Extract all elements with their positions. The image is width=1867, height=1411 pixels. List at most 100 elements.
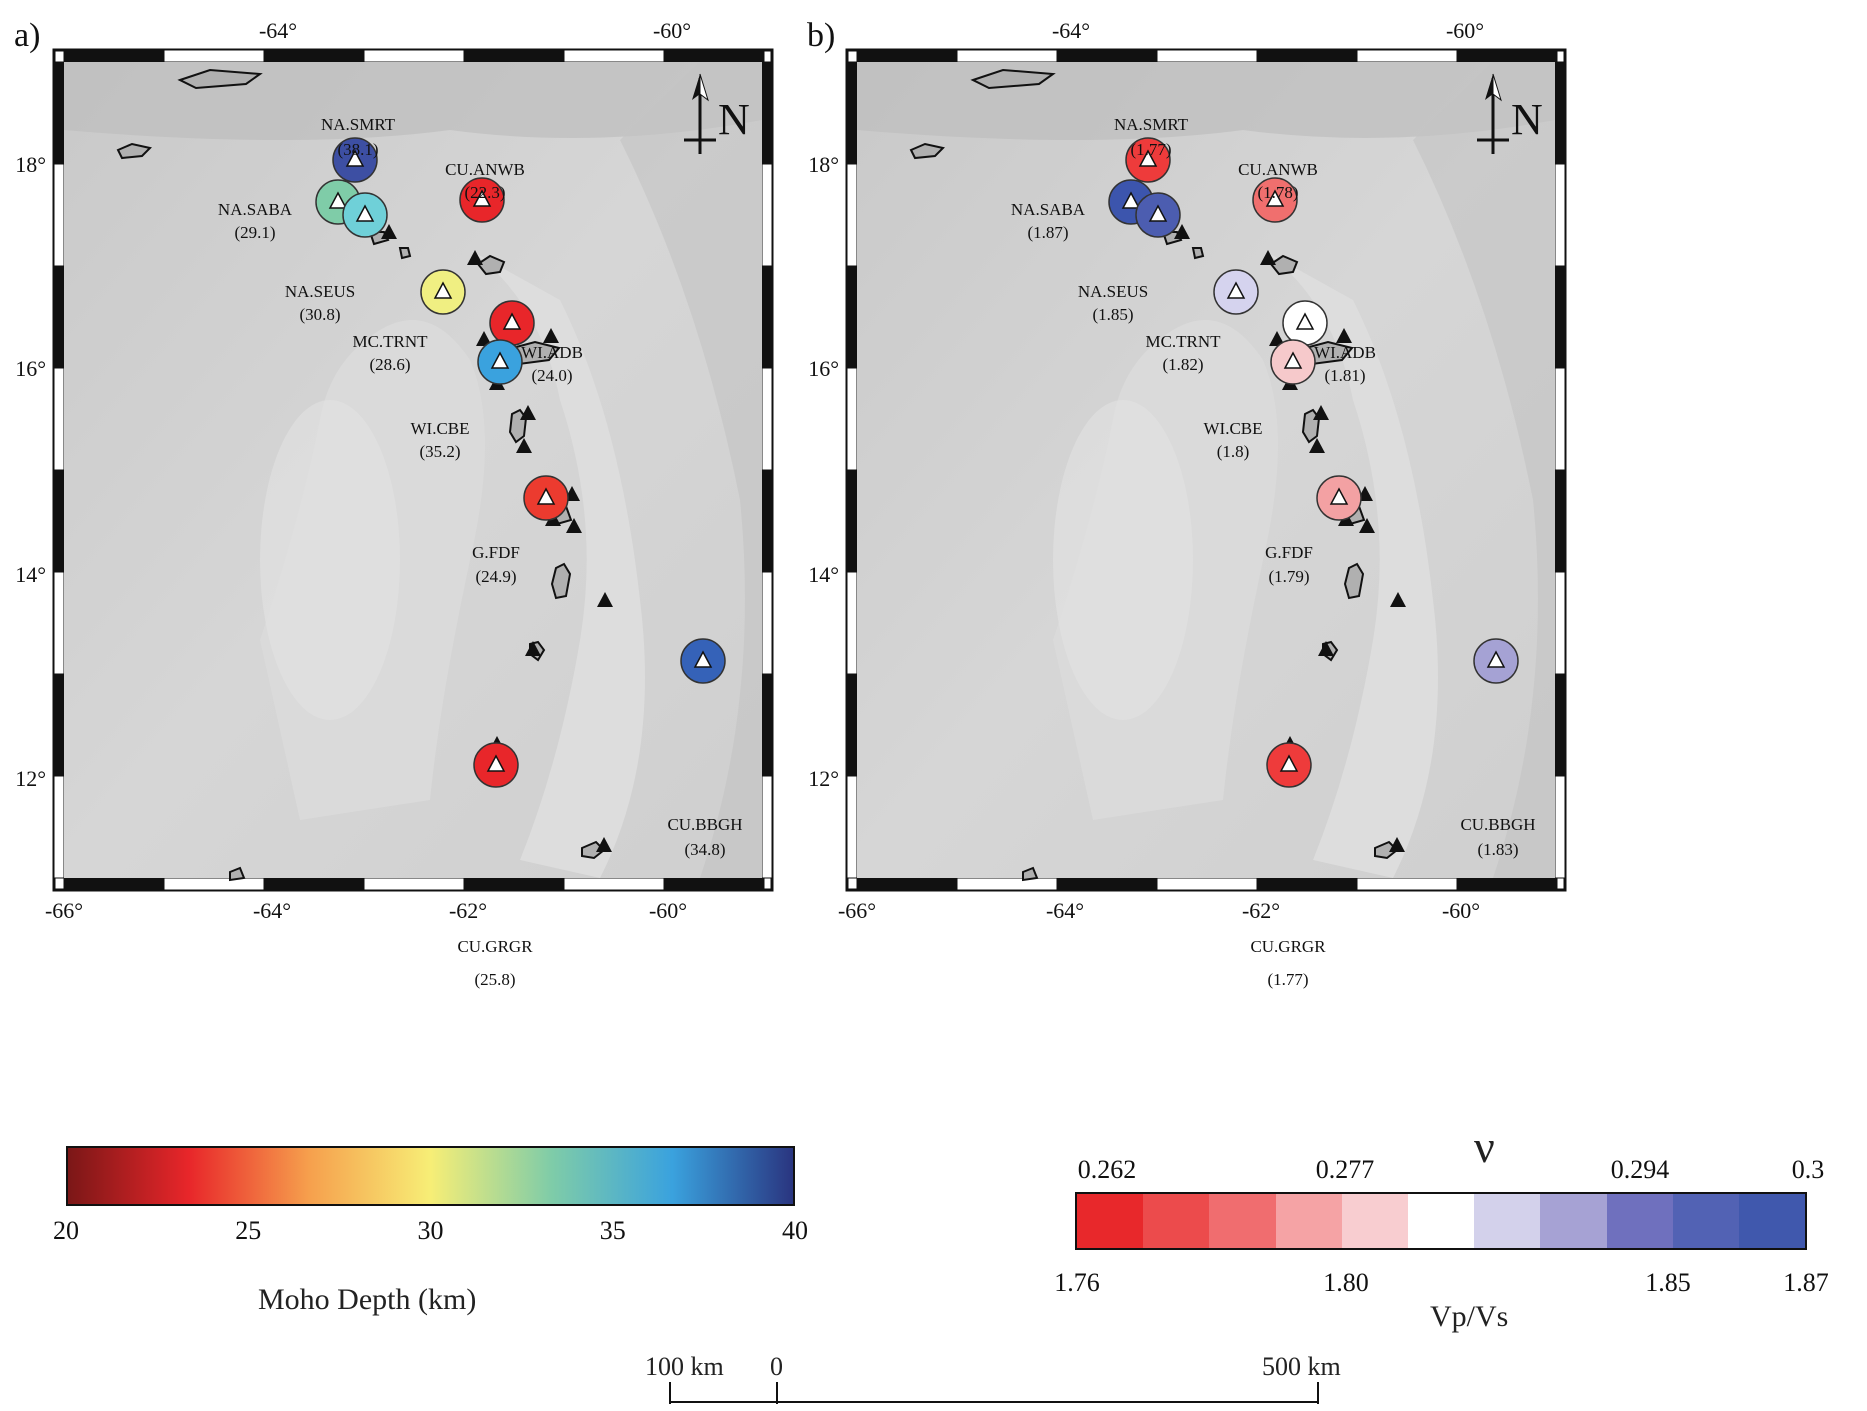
station-name-label: CU.GRGR — [1250, 937, 1326, 956]
vpvs-colorbar-poisson-label: 0.277 — [1315, 1155, 1375, 1184]
station-triangle — [1486, 650, 1506, 668]
moho-colorbar-tick-label: 40 — [782, 1216, 808, 1245]
panel-label: b) — [807, 17, 835, 54]
frame-scale-left — [53, 163, 65, 267]
station-triangle — [502, 312, 522, 330]
station-name-label: NA.SEUS — [285, 282, 355, 301]
north-arrow: N — [684, 73, 750, 154]
station-name-label: WI.CBE — [410, 419, 469, 438]
frame-scale-right — [761, 775, 773, 879]
station-name-label: NA.SEUS — [1078, 282, 1148, 301]
moho-colorbar-tick-label: 25 — [235, 1216, 262, 1245]
station-value-label: (1.87) — [1027, 223, 1068, 242]
left-tick-label: 16° — [808, 356, 839, 381]
vpvs-colorbar-tick-label: 1.80 — [1323, 1268, 1369, 1297]
volcano-marker — [1389, 837, 1405, 852]
panel-a: Na) -64° -60° -66° -64° -62° -60° 18° 16° 14° 12° N… — [14, 17, 774, 989]
vpvs-colorbar-segment — [1275, 1194, 1342, 1248]
frame-scale-top — [1456, 49, 1558, 63]
panel-b: Nb) -64° -60° -66° -64° -62° -60° 18° 16° 14° 12° N… — [807, 17, 1567, 989]
frame-scale-left — [846, 469, 858, 573]
station-name-label: WI.ADB — [521, 343, 583, 362]
frame-scale-left — [846, 775, 858, 879]
station-triangle — [472, 189, 492, 207]
top-tick-label: -64° — [1052, 18, 1090, 43]
frame-scale-right — [761, 469, 773, 573]
frame-scale-right — [761, 673, 773, 777]
volcano-marker — [1260, 250, 1276, 265]
station-triangle — [328, 191, 348, 209]
frame-scale-right — [761, 367, 773, 471]
scale-bar-label-100km: 100 km — [645, 1352, 724, 1381]
frame-scale-right — [1554, 163, 1566, 267]
station-triangle — [1226, 281, 1246, 299]
frame-scale-bottom — [956, 877, 1058, 891]
north-label: N — [718, 95, 750, 144]
left-tick-label: 12° — [15, 766, 46, 791]
station-triangle — [693, 650, 713, 668]
island-outline — [550, 562, 572, 600]
station-value-label: (1.8) — [1217, 442, 1250, 461]
panel-label: a) — [14, 17, 40, 54]
arc-relief — [1263, 250, 1438, 878]
frame-scale-left — [53, 367, 65, 471]
vpvs-colorbar-segment — [1738, 1194, 1806, 1248]
station-name-label: MC.TRNT — [352, 332, 428, 351]
station-triangle — [355, 204, 375, 222]
station-value-label: (1.81) — [1324, 366, 1365, 385]
frame-scale-top — [1056, 49, 1158, 63]
moho-depth-colorbar — [66, 1146, 795, 1206]
bottom-tick-label: -66° — [838, 898, 876, 923]
station-name-label: NA.SMRT — [1114, 115, 1189, 134]
frame-scale-bottom — [63, 877, 165, 891]
volcano-marker — [1269, 331, 1285, 346]
left-tick-label: 18° — [808, 152, 839, 177]
station-triangle — [1329, 487, 1349, 505]
station-value-label: (38.1) — [337, 140, 378, 159]
frame-scale-left — [846, 163, 858, 267]
frame-scale-bottom — [563, 877, 665, 891]
vpvs-colorbar-segment — [1077, 1194, 1144, 1248]
frame-scale-bottom — [1256, 877, 1358, 891]
frame-scale-right — [1554, 265, 1566, 369]
station-value-label: (34.8) — [684, 840, 725, 859]
vpvs-colorbar-segment — [1474, 1194, 1541, 1248]
volcano-marker — [1390, 592, 1406, 607]
volcano-marker — [566, 518, 582, 533]
moho-colorbar-tick-label: 35 — [599, 1216, 626, 1245]
left-tick-label: 16° — [15, 356, 46, 381]
moho-colorbar-tick-label: 20 — [53, 1216, 79, 1245]
station-triangle — [1138, 149, 1158, 167]
bottom-tick-label: -66° — [45, 898, 83, 923]
station-name-label: MC.TRNT — [1145, 332, 1221, 351]
station-triangle — [490, 351, 510, 369]
frame-scale-right — [1554, 469, 1566, 573]
bottom-tick-label: -60° — [649, 898, 687, 923]
volcano-marker — [1318, 641, 1334, 656]
north-label: N — [1511, 95, 1543, 144]
left-tick-label: 18° — [15, 152, 46, 177]
volcano-marker — [1313, 405, 1329, 420]
station-name-label: CU.ANWB — [445, 160, 525, 179]
frame-scale-top — [1356, 49, 1458, 63]
atlantic-relief — [620, 62, 762, 878]
frame-scale-bottom — [856, 877, 958, 891]
station-triangle — [536, 487, 556, 505]
island-outline — [581, 840, 606, 860]
station-triangle — [1279, 754, 1299, 772]
island-outline — [1191, 247, 1205, 260]
frame-scale-bottom — [1356, 877, 1458, 891]
left-tick-label: 14° — [808, 562, 839, 587]
left-tick-label: 12° — [808, 766, 839, 791]
north-arrow-head — [692, 74, 700, 100]
vpvs-colorbar-segment — [1672, 1194, 1739, 1248]
vpvs-colorbar-tick-label: 1.76 — [1054, 1268, 1100, 1297]
station-name-label: CU.BBGH — [1460, 815, 1535, 834]
volcano-marker — [520, 405, 536, 420]
bottom-tick-label: -64° — [253, 898, 291, 923]
frame-scale-right — [1554, 673, 1566, 777]
frame-scale-top — [856, 49, 958, 63]
scale-bar-label-0: 0 — [770, 1352, 783, 1381]
